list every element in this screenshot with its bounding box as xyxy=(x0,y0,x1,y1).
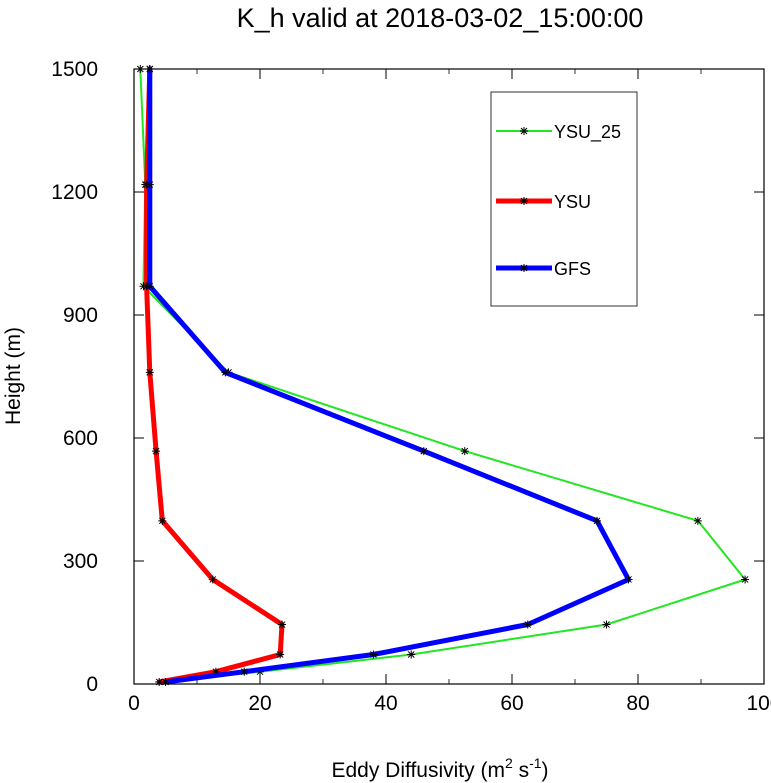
legend-label-ysu: YSU xyxy=(554,192,591,212)
data-point-ysu xyxy=(276,650,285,659)
legend-marker-ysu-25 xyxy=(520,127,528,135)
data-point-gfs xyxy=(523,620,532,629)
y-axis-label: Height (m) xyxy=(2,327,25,425)
y-tick-label: 1500 xyxy=(51,58,98,81)
data-point-ysu xyxy=(158,516,167,525)
data-point-ysu xyxy=(208,575,217,584)
legend-label-gfs: GFS xyxy=(554,259,591,279)
y-tick-label: 1200 xyxy=(51,181,98,204)
chart-title: K_h valid at 2018-03-02_15:00:00 xyxy=(237,3,644,33)
y-tick-label: 900 xyxy=(63,304,98,327)
data-point-ysu-25 xyxy=(693,516,702,525)
data-point-ysu-25 xyxy=(741,575,750,584)
x-tick-label: 60 xyxy=(500,692,523,715)
data-point-gfs xyxy=(593,516,602,525)
x-tick-label: 80 xyxy=(626,692,649,715)
data-point-ysu xyxy=(145,368,154,377)
legend-marker-ysu xyxy=(520,197,528,205)
data-point-gfs xyxy=(161,677,170,686)
data-point-gfs xyxy=(145,282,154,291)
data-point-gfs xyxy=(369,650,378,659)
legend-item-ysu: YSU xyxy=(496,192,591,212)
y-tick-label: 0 xyxy=(86,673,98,696)
x-tick-label: 40 xyxy=(374,692,397,715)
legend-item-ysu-25: YSU_25 xyxy=(496,122,621,143)
data-point-ysu-25 xyxy=(602,620,611,629)
data-point-gfs xyxy=(240,667,249,676)
series-ysu xyxy=(142,65,287,686)
legend-marker-gfs xyxy=(520,264,528,272)
x-tick-label: 100 xyxy=(746,692,771,715)
data-point-gfs xyxy=(145,180,154,189)
data-point-ysu-25 xyxy=(407,650,416,659)
x-axis-label: Eddy Diffusivity (m2 s-1) xyxy=(331,755,548,782)
legend-label-ysu-25: YSU_25 xyxy=(554,122,621,143)
x-tick-label: 20 xyxy=(248,692,271,715)
data-point-gfs xyxy=(419,447,428,456)
data-point-ysu-25 xyxy=(460,447,469,456)
y-tick-label: 600 xyxy=(63,427,98,450)
tick-layer: 0 20 40 60 80 100 0 300 600 900 1200 1500 xyxy=(51,58,771,715)
data-point-ysu xyxy=(211,667,220,676)
y-tick-label: 300 xyxy=(63,550,98,573)
data-point-gfs xyxy=(221,368,230,377)
legend-item-gfs: GFS xyxy=(496,259,591,279)
data-point-ysu xyxy=(278,620,287,629)
x-tick-label: 0 xyxy=(128,692,140,715)
data-point-ysu xyxy=(155,677,164,686)
data-point-gfs xyxy=(624,575,633,584)
legend: YSU_25 YSU GFS xyxy=(490,91,638,307)
series-line-ysu xyxy=(144,66,285,685)
series-layer xyxy=(136,65,750,686)
legend-items: YSU_25 YSU GFS xyxy=(496,122,621,279)
data-point-ysu xyxy=(152,447,161,456)
